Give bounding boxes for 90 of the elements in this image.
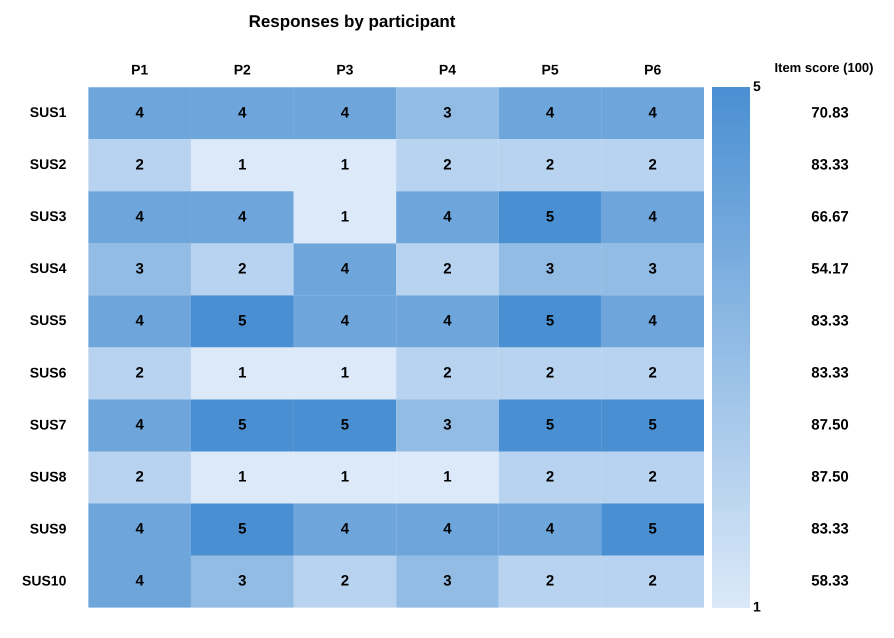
y-tick-label: SUS2 [30,156,67,172]
data-label: 4 [238,208,248,226]
data-label: 1 [238,156,246,174]
data-label: 4 [135,312,144,330]
data-label: 5 [238,520,246,538]
data-label: 4 [238,104,248,122]
color-bar-label: 1 [753,598,761,614]
data-label: 4 [135,104,144,122]
data-label: 1 [340,156,350,174]
data-label: 2 [443,364,452,382]
data-label: 2 [135,156,144,174]
data-label: 2 [443,260,452,278]
data-label: 4 [443,312,452,330]
y2-tick-label: 54.17 [811,260,849,278]
data-label: 2 [648,468,657,486]
y-tick-label: SUS6 [30,364,67,380]
chart-title: Responses by participant [248,12,456,31]
y-tick-label: SUS1 [30,104,67,120]
y-tick-label: SUS8 [30,468,67,484]
data-label: 3 [135,260,144,278]
y-tick-label: SUS9 [30,520,67,536]
y-tick-label: SUS3 [30,208,67,224]
data-label: 5 [546,416,554,434]
data-label: 2 [546,468,554,486]
data-label: 1 [238,468,246,486]
y2-tick-label: 58.33 [811,572,849,590]
y-tick-label: SUS4 [30,260,67,276]
data-label: 1 [340,364,350,382]
y-tick-label: SUS10 [22,572,67,588]
data-label: 2 [135,364,144,382]
data-label: 2 [546,572,554,590]
data-label: 5 [648,416,657,434]
x-tick-label: P3 [336,62,354,78]
data-label: 3 [443,416,452,434]
data-label: 5 [648,520,657,538]
data-label: 3 [443,104,452,122]
y2-tick-label: 83.33 [811,312,849,330]
data-label: 5 [238,312,246,330]
data-label: 4 [340,312,350,330]
x-tick-label: P6 [644,62,662,78]
data-label: 4 [546,520,555,538]
data-label: 2 [135,468,144,486]
data-label: 3 [546,260,554,278]
y-tick-label: SUS7 [30,416,67,432]
data-label: 4 [340,104,350,122]
data-label: 4 [648,104,658,122]
data-label: 4 [648,208,658,226]
data-label: 4 [340,260,350,278]
data-label: 4 [135,520,144,538]
y2-tick-label: 87.50 [811,468,849,486]
data-label: 4 [546,104,555,122]
data-label: 4 [135,572,144,590]
y2-tick-label: 83.33 [811,364,849,382]
x-tick-label: P2 [234,62,252,78]
data-label: 3 [238,572,246,590]
data-label: 2 [546,364,554,382]
text: Item score (100) [774,60,874,75]
x-tick-label: P4 [438,62,456,78]
data-label: 2 [340,572,350,590]
x-tick-label: P5 [542,62,559,78]
data-label: 1 [238,364,246,382]
y2-tick-label: 83.33 [811,156,849,174]
data-label: 5 [238,416,246,434]
data-label: 2 [238,260,246,278]
data-label: 4 [443,208,452,226]
y2-tick-label: 87.50 [811,416,849,434]
data-label: 4 [135,208,144,226]
data-label: 5 [340,416,350,434]
y2-tick-label: 66.67 [811,208,849,226]
data-label: 5 [546,312,554,330]
data-label: 2 [648,572,657,590]
data-label: 1 [443,468,452,486]
data-label: 2 [546,156,554,174]
data-label: 4 [135,416,144,434]
data-label: 4 [443,520,452,538]
data-label: 2 [648,156,657,174]
data-label: 1 [340,208,350,226]
data-label: 3 [648,260,657,278]
y2-tick-label: 70.83 [811,104,849,122]
data-label: 5 [546,208,554,226]
y-tick-label: SUS5 [30,312,67,328]
color-bar-label: 5 [753,78,761,94]
data-label: 4 [648,312,658,330]
y2-tick-label: 83.33 [811,520,849,538]
data-label: 1 [340,468,350,486]
data-label: 2 [443,156,452,174]
data-label: 3 [443,572,452,590]
data-label: 2 [648,364,657,382]
data-label: 4 [340,520,350,538]
x-tick-label: P1 [131,62,148,78]
